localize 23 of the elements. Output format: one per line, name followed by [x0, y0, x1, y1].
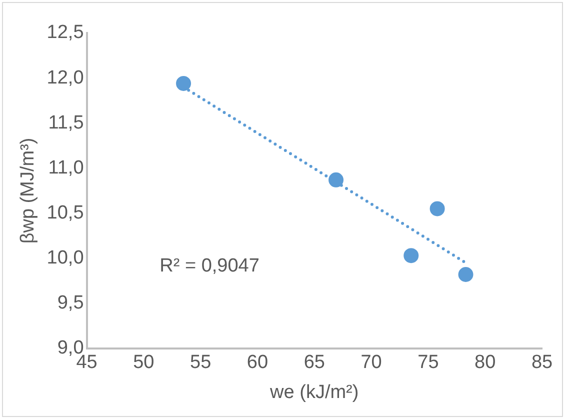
- y-tick-label: 12,0: [46, 67, 84, 88]
- x-tick-label: 55: [190, 352, 212, 374]
- point: [328, 172, 344, 188]
- y-tick-label: 11,5: [48, 112, 84, 134]
- y-tick-label: 9,5: [57, 292, 84, 314]
- x-tick-label: 50: [133, 352, 154, 374]
- point: [176, 76, 192, 91]
- x-tick-label: 70: [360, 352, 382, 374]
- y-tick-label: 10,5: [46, 202, 84, 224]
- y-axis-title: βwp (MJ/m³): [18, 138, 39, 244]
- x-tick-label: 80: [474, 352, 496, 374]
- point: [458, 267, 474, 282]
- x-tick-label: 60: [246, 352, 268, 374]
- annotation: R² = 0,9047: [160, 256, 260, 277]
- y-tick-label: 12,5: [46, 22, 84, 44]
- point: [430, 201, 445, 216]
- x-tick-label: 65: [304, 352, 325, 374]
- y-tick-label: 11,0: [48, 157, 84, 178]
- point: [404, 248, 419, 264]
- x-tick-label: 75: [418, 352, 439, 374]
- y-tick-label: 10,0: [46, 248, 84, 269]
- x-axis-title: we (kJ/m²): [269, 382, 359, 403]
- x-tick-label: 85: [531, 352, 553, 374]
